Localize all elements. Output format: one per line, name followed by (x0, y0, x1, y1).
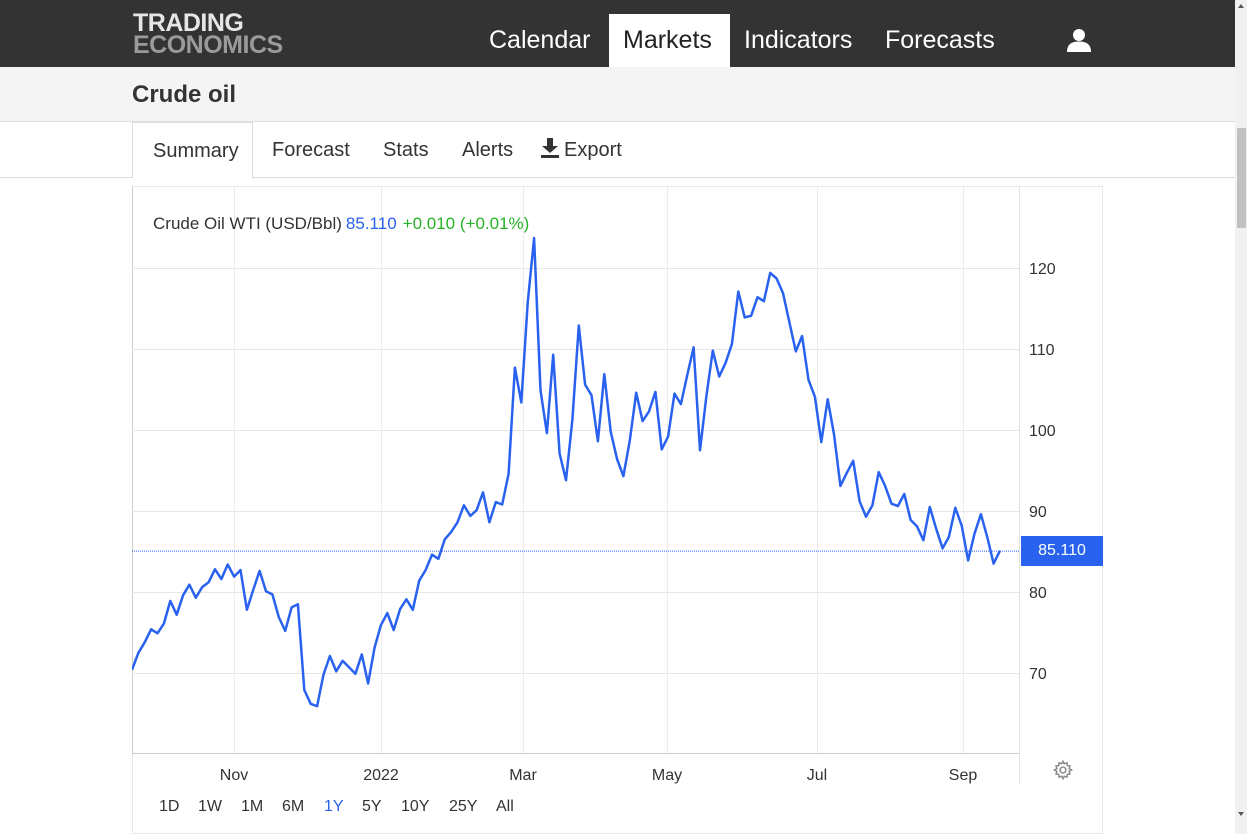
range-button-all[interactable]: All (496, 798, 514, 815)
gear-icon[interactable] (1052, 759, 1074, 781)
price-chart[interactable]: 70 80 90 100 110 120 Nov 2022 Mar May Jul Sep Crud… (132, 178, 1103, 834)
y-tick-label: 70 (1029, 666, 1047, 683)
nav-calendar[interactable]: Calendar (489, 26, 591, 54)
x-tick-label: Jul (807, 767, 827, 784)
scroll-down-arrow-icon[interactable] (1238, 812, 1244, 816)
tab-export-label: Export (564, 139, 622, 161)
range-button-6m[interactable]: 6M (282, 798, 305, 815)
x-tick-label: 2022 (363, 767, 399, 784)
range-button-1m[interactable]: 1M (241, 798, 264, 815)
page-scrollbar[interactable] (1235, 0, 1247, 834)
current-price: 85.110 (345, 214, 397, 233)
logo-line-1: TRADING (133, 9, 244, 37)
trading-economics-logo[interactable]: TRADING ECONOMICS (133, 9, 283, 59)
tab-alerts[interactable]: Alerts (462, 139, 514, 161)
user-icon[interactable] (1066, 27, 1092, 53)
tab-forecast[interactable]: Forecast (272, 139, 350, 161)
price-change: +0.010 (+0.01%) (402, 214, 530, 233)
y-tick-label: 90 (1029, 504, 1047, 521)
page-title: Crude oil (132, 81, 237, 108)
y-tick-label: 120 (1029, 261, 1056, 278)
nav-indicators[interactable]: Indicators (744, 26, 853, 54)
page-title-bar (0, 67, 1235, 122)
tab-export[interactable]: Export (540, 122, 622, 178)
range-button-25y[interactable]: 25Y (449, 798, 478, 815)
range-button-1w[interactable]: 1W (198, 798, 222, 815)
nav-markets[interactable]: Markets (609, 14, 730, 67)
price-chart-svg: 70 80 90 100 110 120 Nov 2022 Mar May Jul Sep (132, 186, 1103, 834)
range-button-10y[interactable]: 10Y (401, 798, 430, 815)
tab-summary[interactable]: Summary (132, 122, 253, 179)
x-tick-label: May (652, 767, 682, 784)
logo-line-2: ECONOMICS (133, 31, 283, 59)
x-tick-label: Mar (509, 767, 537, 784)
chart-header: Crude Oil WTI (USD/Bbl) 85.110 +0.010 (+0.… (153, 214, 529, 234)
x-tick-label: Nov (220, 767, 248, 784)
nav-forecasts[interactable]: Forecasts (885, 26, 995, 54)
range-button-1d[interactable]: 1D (159, 798, 180, 815)
y-tick-label: 80 (1029, 585, 1047, 602)
series-line (132, 236, 1002, 708)
y-tick-label: 100 (1029, 423, 1056, 440)
download-icon (541, 138, 559, 158)
x-tick-label: Sep (949, 767, 978, 784)
last-price-badge: 85.110 (1021, 536, 1103, 566)
scroll-up-arrow-icon[interactable] (1238, 4, 1244, 8)
y-tick-label: 110 (1029, 342, 1055, 359)
tab-stats[interactable]: Stats (383, 139, 429, 161)
chart-title: Crude Oil WTI (USD/Bbl) (153, 214, 342, 233)
range-button-5y[interactable]: 5Y (362, 798, 382, 815)
range-button-1y[interactable]: 1Y (324, 798, 344, 815)
scrollbar-thumb[interactable] (1237, 128, 1246, 228)
